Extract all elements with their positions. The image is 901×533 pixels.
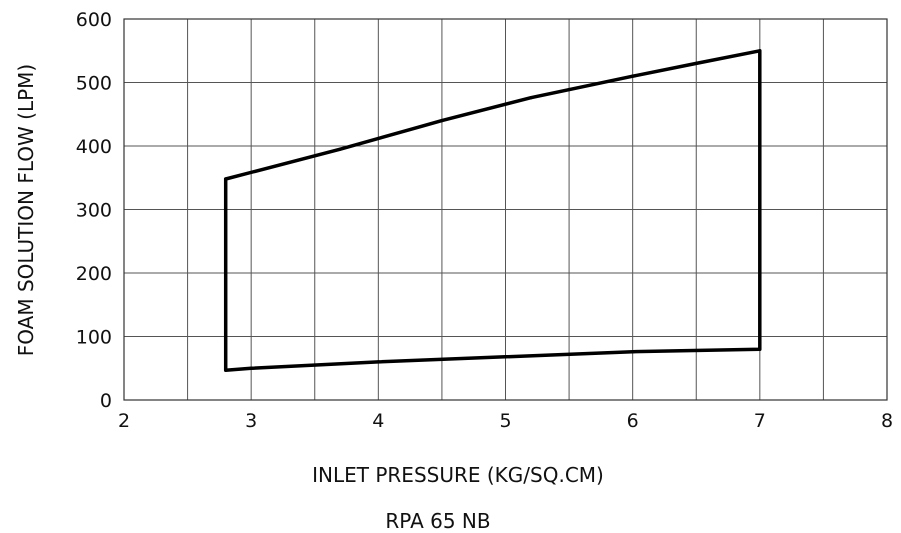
series-line-0 <box>223 49 762 372</box>
x-tick-label: 8 <box>881 410 893 432</box>
data-point <box>376 360 380 364</box>
chart-title: RPA 65 NB <box>385 509 490 533</box>
y-axis-ticks: 0 100 200 300 400 500 600 <box>76 9 112 412</box>
data-point <box>529 96 533 100</box>
x-tick-label: 6 <box>627 410 639 432</box>
x-axis-title: INLET PRESSURE (KG/SQ.CM) <box>312 463 604 487</box>
x-tick-label: 5 <box>499 410 511 432</box>
plot-frame <box>123 18 888 401</box>
data-point <box>631 350 635 354</box>
x-tick-label: 2 <box>118 410 130 432</box>
data-point <box>249 366 253 370</box>
x-axis-ticks: 2 3 4 5 6 7 8 <box>118 410 893 432</box>
y-tick-label: 300 <box>76 200 112 222</box>
x-tick-label: 4 <box>372 410 384 432</box>
x-tick-label: 3 <box>245 410 257 432</box>
grid <box>124 19 887 400</box>
y-axis-title: FOAM SOLUTION FLOW (LPM) <box>14 64 38 356</box>
data-point <box>631 74 635 78</box>
data-point <box>758 347 762 351</box>
y-tick-label: 200 <box>76 263 112 285</box>
series-layer <box>223 49 762 372</box>
data-point <box>224 177 228 181</box>
data-point <box>503 355 508 359</box>
data-point <box>338 147 342 151</box>
data-point <box>440 119 444 123</box>
y-tick-label: 100 <box>76 327 112 349</box>
y-tick-label: 500 <box>76 73 112 95</box>
x-tick-label: 7 <box>754 410 766 432</box>
y-tick-label: 600 <box>76 9 112 31</box>
data-point <box>694 61 698 66</box>
y-tick-label: 0 <box>100 390 112 412</box>
y-tick-label: 400 <box>76 136 112 158</box>
data-point <box>224 368 228 372</box>
data-point <box>758 49 762 53</box>
